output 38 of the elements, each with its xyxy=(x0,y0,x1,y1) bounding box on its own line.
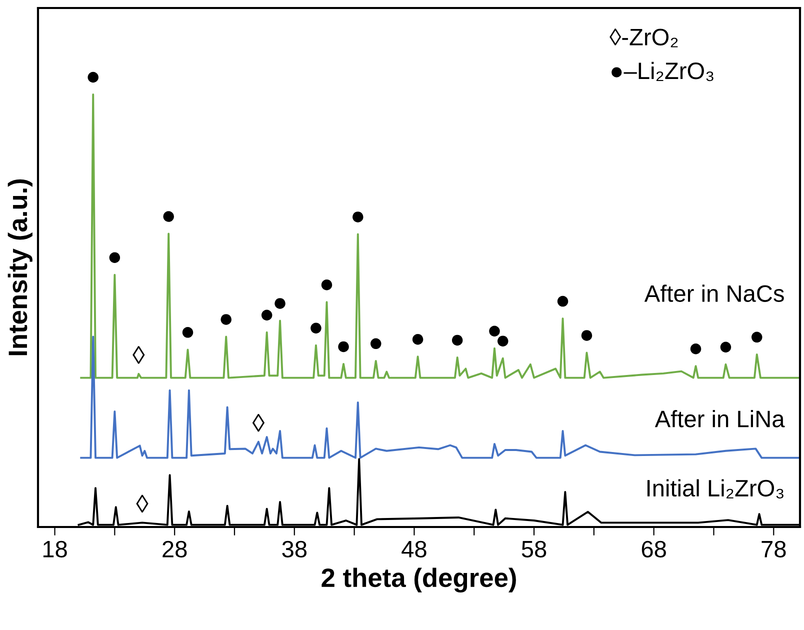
annotation: ● xyxy=(338,341,349,352)
text: After in NaCs xyxy=(644,284,784,302)
y-axis-title: Intensity (a.u.) xyxy=(8,179,32,356)
x-tick-label: 48 xyxy=(402,540,426,558)
annotation: ● xyxy=(489,326,500,337)
annotation: ● xyxy=(261,310,272,320)
x-tick-label: 68 xyxy=(642,540,666,558)
x-axis-title: 2 theta (degree) xyxy=(322,568,516,592)
text: ◊-ZrO₂ xyxy=(610,28,678,48)
annotation: ● xyxy=(274,298,286,309)
annotation: ● xyxy=(220,314,232,325)
annotation: ● xyxy=(452,334,463,346)
annotation: ● xyxy=(163,211,174,222)
annotation: ● xyxy=(720,342,732,353)
annotation: ◊ xyxy=(252,414,265,432)
annotation: ● xyxy=(690,343,702,354)
x-tick-label: 18 xyxy=(43,540,67,558)
annotation: ● xyxy=(321,279,332,290)
annotation: ● xyxy=(581,330,592,341)
x-tick-label: 38 xyxy=(282,540,306,558)
annotation: ◊ xyxy=(136,494,148,512)
x-tick-label: 58 xyxy=(522,540,546,558)
annotation: ● xyxy=(182,327,194,338)
annotation: ● xyxy=(370,338,382,350)
annotation: ◊ xyxy=(132,346,145,364)
x-tick-label: 78 xyxy=(762,540,786,558)
annotation: ● xyxy=(497,336,508,346)
x-tick-label: 28 xyxy=(162,540,187,558)
annotation: ● xyxy=(109,252,120,263)
annotation: ● xyxy=(751,332,762,343)
annotation: ● xyxy=(352,212,364,222)
series-label: After in LiNa xyxy=(654,410,785,428)
annotation: ● xyxy=(310,322,322,334)
annotation: ● xyxy=(557,296,568,307)
annotation: ● xyxy=(88,72,98,83)
series-label: Initial Li₂ZrO₃ xyxy=(647,479,784,498)
text: ●–Li₂ZrO₃ xyxy=(612,62,714,82)
annotation: ● xyxy=(412,334,424,345)
